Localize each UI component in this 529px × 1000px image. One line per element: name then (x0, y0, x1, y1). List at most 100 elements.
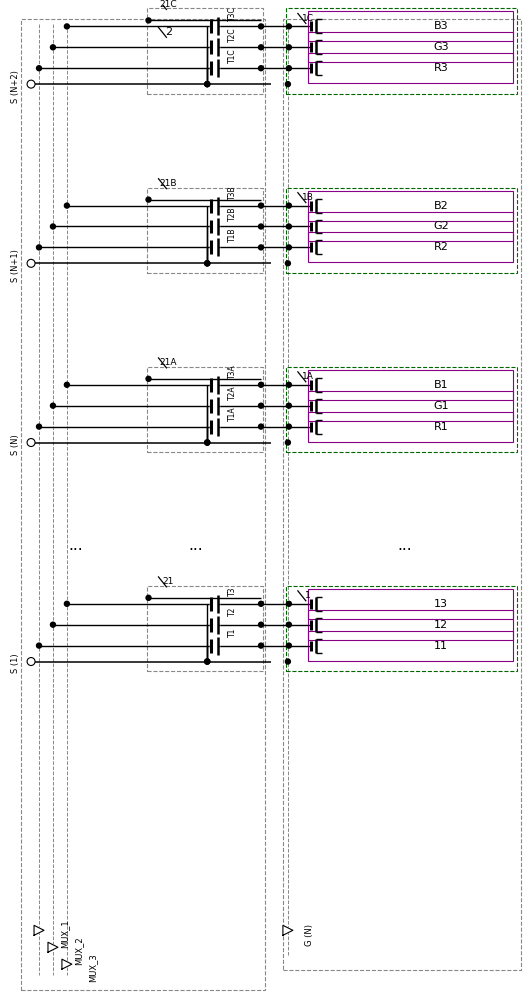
Bar (286, 367, 517, 452)
Circle shape (50, 622, 56, 627)
Bar (283, 19, 521, 970)
Circle shape (27, 658, 35, 666)
Circle shape (259, 45, 263, 50)
Circle shape (259, 66, 263, 71)
Text: T2A: T2A (227, 385, 236, 400)
Circle shape (205, 261, 209, 266)
Circle shape (259, 382, 263, 387)
Bar (308, 32, 513, 62)
Text: 12: 12 (434, 620, 448, 630)
Circle shape (27, 439, 35, 447)
Bar (286, 586, 517, 671)
Circle shape (205, 440, 209, 445)
Text: G (N): G (N) (305, 924, 314, 946)
Circle shape (205, 659, 209, 664)
Text: T3C: T3C (227, 6, 236, 21)
Text: B3: B3 (434, 21, 449, 31)
Text: T2B: T2B (227, 206, 236, 221)
Text: T3: T3 (227, 586, 236, 596)
Circle shape (37, 643, 41, 648)
Circle shape (65, 382, 69, 387)
Circle shape (37, 66, 41, 71)
Polygon shape (283, 925, 293, 935)
Text: 1A: 1A (302, 372, 314, 381)
Circle shape (146, 376, 151, 381)
Bar (21, 19, 265, 990)
Text: ...: ... (397, 538, 412, 553)
Text: MUX_3: MUX_3 (88, 953, 97, 982)
Bar (286, 188, 517, 273)
Polygon shape (62, 959, 72, 969)
Circle shape (205, 82, 209, 87)
Circle shape (286, 66, 291, 71)
Circle shape (286, 440, 290, 445)
Circle shape (286, 245, 291, 250)
Circle shape (259, 245, 263, 250)
Circle shape (65, 24, 69, 29)
Circle shape (205, 440, 209, 445)
Text: T2C: T2C (227, 27, 236, 42)
Text: B1: B1 (434, 380, 449, 390)
Circle shape (286, 224, 291, 229)
Text: 21C: 21C (160, 0, 177, 9)
Bar (147, 8, 263, 94)
Circle shape (50, 45, 56, 50)
Text: 2: 2 (165, 27, 172, 37)
Circle shape (37, 245, 41, 250)
Circle shape (286, 659, 290, 664)
Circle shape (205, 82, 209, 87)
Text: 1B: 1B (302, 193, 314, 202)
Text: R3: R3 (434, 63, 449, 73)
Circle shape (286, 382, 291, 387)
Circle shape (146, 197, 151, 202)
Circle shape (65, 601, 69, 606)
Text: T3A: T3A (227, 364, 236, 379)
Text: 21A: 21A (160, 358, 177, 367)
Bar (308, 631, 513, 661)
Bar (286, 8, 517, 94)
Circle shape (286, 622, 291, 627)
Circle shape (259, 643, 263, 648)
Text: R1: R1 (434, 422, 449, 432)
Text: R2: R2 (434, 242, 449, 252)
Text: G3: G3 (433, 42, 449, 52)
Circle shape (205, 440, 209, 445)
Text: B2: B2 (434, 201, 449, 211)
Text: T1C: T1C (227, 48, 236, 63)
Polygon shape (48, 942, 58, 952)
Text: S (N): S (N) (11, 434, 20, 455)
Bar (147, 586, 263, 671)
Circle shape (205, 261, 209, 266)
Circle shape (259, 24, 263, 29)
Bar (308, 53, 513, 83)
Bar (308, 232, 513, 262)
Text: T1: T1 (227, 628, 236, 637)
Circle shape (50, 224, 56, 229)
Bar (308, 412, 513, 442)
Text: MUX_1: MUX_1 (60, 919, 69, 948)
Circle shape (286, 45, 291, 50)
Circle shape (259, 622, 263, 627)
Circle shape (259, 224, 263, 229)
Circle shape (146, 18, 151, 23)
Text: MUX_2: MUX_2 (75, 936, 84, 965)
Circle shape (205, 659, 209, 664)
Bar (308, 391, 513, 421)
Bar (308, 370, 513, 400)
Circle shape (205, 82, 209, 87)
Text: S (1): S (1) (11, 654, 20, 673)
Bar (308, 610, 513, 640)
Bar (308, 11, 513, 41)
Bar (147, 367, 263, 452)
Circle shape (259, 424, 263, 429)
Bar (308, 191, 513, 221)
Circle shape (65, 203, 69, 208)
Circle shape (146, 595, 151, 600)
Bar (147, 188, 263, 273)
Circle shape (259, 203, 263, 208)
Text: ...: ... (188, 538, 203, 553)
Bar (308, 212, 513, 241)
Circle shape (27, 80, 35, 88)
Circle shape (286, 424, 291, 429)
Text: T1B: T1B (227, 227, 236, 242)
